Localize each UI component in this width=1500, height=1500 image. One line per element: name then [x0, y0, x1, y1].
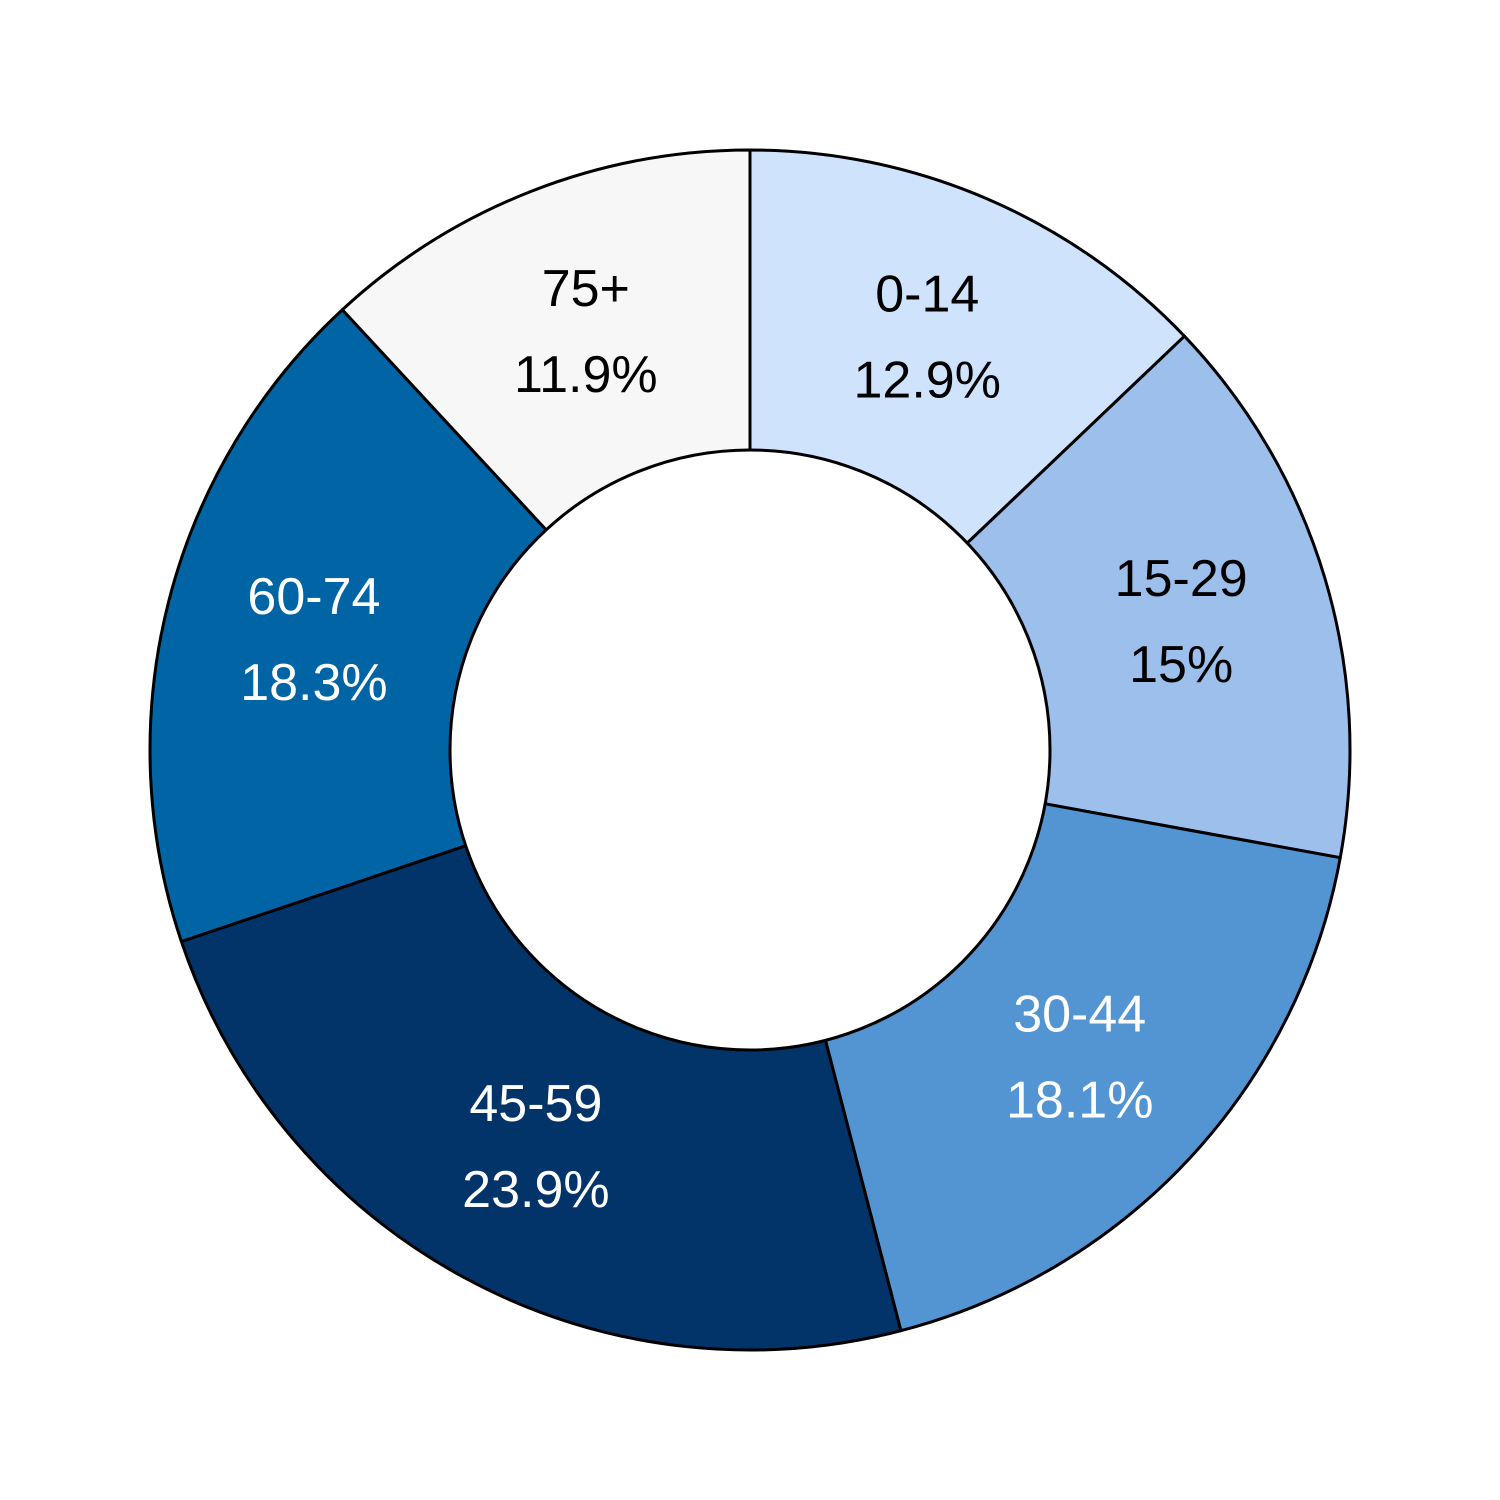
- labels-layer: 0-14 12.9% 15-29 15% 30-44 18.1% 45-59 23.9% 60-…: [240, 260, 1247, 1219]
- slice-category-label: 60-74: [247, 568, 380, 626]
- slice-percent-label: 11.9%: [514, 346, 658, 404]
- slice-category-label: 30-44: [1013, 985, 1146, 1043]
- slice-percent-label: 12.9%: [854, 351, 1001, 409]
- slice-percent-label: 15%: [1129, 636, 1233, 694]
- slice-percent-label: 18.3%: [240, 654, 387, 712]
- slice-category-label: 15-29: [1115, 550, 1248, 608]
- donut-hole: [448, 448, 1052, 1052]
- slice-category-label: 0-14: [875, 265, 979, 323]
- slice-percent-label: 23.9%: [462, 1161, 609, 1219]
- slice-percent-label: 18.1%: [1006, 1071, 1153, 1129]
- slice-category-label: 45-59: [469, 1075, 602, 1133]
- slice-category-label: 75+: [542, 260, 630, 318]
